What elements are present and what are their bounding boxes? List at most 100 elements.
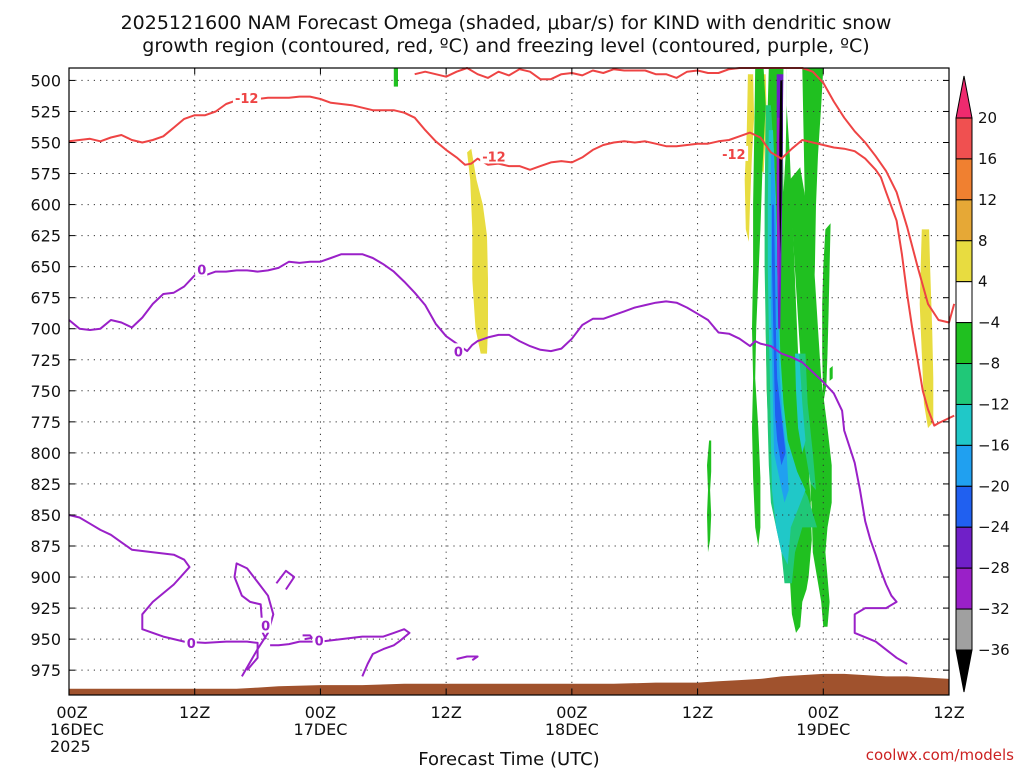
colorbar-swatch (955, 281, 973, 324)
colorbar-label: −36 (978, 641, 1010, 659)
omega-shade-region (467, 148, 488, 354)
contour-label-bg (312, 632, 325, 648)
omega-shade-region (779, 80, 783, 255)
contour-label-bg (259, 617, 272, 633)
colorbar-arrow-bottom (955, 649, 973, 693)
y-tick-label: 625 (30, 227, 61, 246)
x-axis-title: Forecast Time (UTC) (418, 749, 599, 768)
colorbar-swatch (955, 608, 973, 651)
colorbar-label: −28 (978, 559, 1010, 577)
x-tick-label: 12Z (682, 703, 713, 722)
colorbar-swatch (955, 485, 973, 528)
colorbar-swatch (955, 526, 973, 569)
y-tick-label: 800 (30, 444, 61, 463)
y-tick-label: 650 (30, 258, 61, 277)
colorbar-label: −4 (978, 314, 1000, 332)
x-tick-label: 00Z (556, 703, 587, 722)
omega-shading-layer (393, 68, 934, 633)
y-tick-label: 675 (30, 289, 61, 308)
y-tick-label: 825 (30, 475, 61, 494)
freezing-level-contour-lower (68, 514, 259, 671)
y-axis-ticks: 500 525 550 575 600 625 650 675 700 725 750 775 800 8… (30, 71, 949, 680)
x-tick-label: 17DEC (293, 720, 347, 739)
omega-shade-region (829, 366, 833, 381)
colorbar-swatch (955, 117, 973, 160)
omega-shade-region (919, 229, 934, 429)
colorbar-swatch (955, 199, 973, 242)
contour-label: 0 (315, 635, 324, 650)
contour-label: 0 (454, 345, 463, 360)
colorbar-swatch (955, 322, 973, 365)
y-tick-label: 975 (30, 661, 61, 680)
y-tick-label: 550 (30, 133, 61, 152)
colorbar-label: −8 (978, 355, 1000, 373)
contour-label-bg (720, 145, 749, 161)
y-tick-label: 725 (30, 351, 61, 370)
y-tick-label: 750 (30, 382, 61, 401)
omega-shade-region (744, 74, 755, 242)
colorbar-arrow-top (955, 75, 973, 119)
x-tick-label: 12Z (430, 703, 461, 722)
colorbar-swatch (955, 240, 973, 283)
colorbar-swatch (955, 444, 973, 487)
contour-label: 0 (187, 637, 196, 652)
y-tick-label: 875 (30, 537, 61, 556)
dgz-contour-upper (68, 95, 955, 427)
contour-labels: -12 -12 -12 0 0 0 0 0 (184, 90, 749, 652)
contour-label: 0 (261, 620, 270, 635)
y-tick-label: 700 (30, 320, 61, 339)
y-tick-label: 525 (30, 102, 61, 121)
y-tick-label: 925 (30, 599, 61, 618)
x-tick-label: 2025 (50, 737, 91, 756)
colorbar-label: 4 (978, 273, 988, 291)
y-tick-label: 600 (30, 196, 61, 215)
freezing-level-contour (68, 253, 908, 665)
colorbar-label: −24 (978, 518, 1010, 536)
contour-layer (68, 67, 956, 677)
contour-label: -12 (235, 92, 259, 107)
freezing-level-loop (275, 569, 296, 591)
dgz-contour-lower (414, 67, 956, 324)
x-tick-label: 16DEC (50, 720, 104, 739)
plot-frame (68, 67, 950, 696)
y-tick-label: 850 (30, 506, 61, 525)
chart-title-line-1: 2025121600 NAM Forecast Omega (shaded, μ… (121, 12, 892, 34)
colorbar-label: −16 (978, 436, 1010, 454)
contour-label: -12 (482, 150, 506, 165)
colorbar-label: −12 (978, 395, 1010, 413)
x-tick-label: 18DEC (545, 720, 599, 739)
omega-shade-region (772, 204, 786, 466)
colorbar-label: 12 (978, 191, 997, 209)
y-tick-label: 950 (30, 630, 61, 649)
x-tick-label: 12Z (933, 703, 964, 722)
colorbar-swatch (955, 567, 973, 610)
credit-text: coolwx.com/models (866, 746, 1014, 764)
x-tick-label: 12Z (179, 703, 210, 722)
y-tick-label: 575 (30, 165, 61, 184)
contour-label-bg (480, 148, 509, 164)
y-tick-label: 900 (30, 568, 61, 587)
contour-label-bg (195, 261, 208, 277)
freezing-level-loop (302, 634, 313, 641)
omega-shade-region (707, 440, 712, 553)
omega-shade-region (393, 68, 398, 87)
colorbar-swatch (955, 403, 973, 446)
omega-shade-region (822, 223, 831, 404)
contour-label-bg (232, 90, 261, 106)
x-tick-label: 00Z (305, 703, 336, 722)
x-tick-label: 00Z (808, 703, 839, 722)
colorbar-swatch (955, 158, 973, 201)
terrain-layer (69, 673, 949, 695)
colorbar-label: 8 (978, 232, 988, 250)
contour-label: 0 (197, 263, 206, 278)
freezing-level-loop (270, 628, 411, 677)
colorbar-swatch (955, 363, 973, 405)
colorbar-label: −20 (978, 477, 1010, 495)
chart-title-line-2: growth region (contoured, red, ºC) and f… (142, 35, 869, 57)
colorbar: 20 16 12 8 4 −4 −8 −12 −16 −20 −24 −28 −32 −36 (955, 75, 1010, 693)
contour-label: -12 (722, 148, 746, 163)
x-tick-label: 00Z (56, 703, 87, 722)
y-tick-label: 500 (30, 71, 61, 90)
omega-shade-region (752, 68, 766, 546)
